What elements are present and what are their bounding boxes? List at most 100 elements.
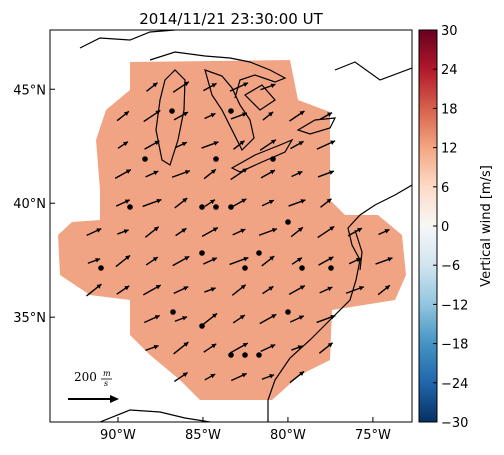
wind-arrowhead [330, 314, 336, 320]
wind-arrowhead [384, 285, 390, 290]
wind-arrowhead [270, 83, 276, 89]
wind-arrowhead [298, 315, 304, 320]
wind-arrowhead [210, 199, 215, 205]
wind-arrowhead [210, 169, 216, 174]
station-dot [199, 204, 205, 210]
wind-arrowhead [243, 82, 249, 87]
wind-arrowhead [299, 110, 305, 116]
wind-arrowhead [156, 198, 162, 204]
wind-arrowhead [240, 284, 246, 290]
wind-arrowhead [326, 198, 332, 204]
wind-arrowhead [181, 141, 187, 147]
colorbar-tick-label: −24 [441, 377, 468, 392]
colorbar-tick-label: −18 [441, 338, 468, 353]
colorbar-tick-label: 30 [441, 24, 458, 39]
colorbar-tick-label: −12 [441, 298, 468, 313]
map-title: 2014/11/21 23:30:00 UT [139, 10, 323, 28]
wind-arrowhead [152, 257, 158, 262]
wind-arrowhead [125, 255, 131, 261]
map-frame [49, 29, 413, 423]
station-dot [213, 204, 219, 210]
wind-arrowhead [241, 198, 247, 204]
wind-arrowhead [212, 313, 218, 319]
wind-arrowhead [297, 257, 302, 263]
station-dot [170, 309, 176, 315]
wind-field [58, 60, 406, 400]
station-dot [242, 352, 248, 358]
wind-arrowhead [155, 110, 161, 115]
wind-arrowhead [269, 170, 275, 175]
wind-arrowhead [153, 344, 159, 350]
wind-arrowhead [297, 227, 303, 232]
wind-arrowhead [240, 228, 246, 234]
wind-arrows [86, 81, 393, 384]
y-tick-label: 45°N [13, 83, 46, 98]
wind-arrowhead [125, 169, 131, 174]
wind-arrowhead [330, 140, 336, 145]
station-dot [228, 204, 234, 210]
colorbar-tick-label: −30 [441, 416, 468, 431]
wind-arrowhead [182, 198, 188, 203]
wind-arrowhead [124, 285, 130, 291]
wind-arrowhead [299, 285, 305, 290]
wind-arrowhead [328, 256, 334, 262]
station-dot [270, 156, 276, 162]
wind-arrowhead [327, 286, 333, 292]
wind-arrowhead [123, 111, 129, 116]
station-dots [98, 108, 334, 358]
wind-arrowhead [211, 257, 217, 262]
scale-unit-den: s [104, 379, 108, 388]
wind-arrowhead [184, 256, 190, 261]
station-dot [199, 250, 205, 256]
station-dot [228, 108, 234, 114]
wind-arrowhead [300, 199, 306, 204]
colorbar-tick-label: −6 [441, 259, 460, 274]
station-dot [213, 156, 219, 162]
wind-arrowhead [268, 111, 274, 117]
wind-arrowhead [182, 316, 188, 321]
colorbar-tick-label: 0 [441, 220, 449, 235]
wind-arrowhead [183, 286, 189, 291]
station-dot [285, 309, 291, 315]
wind-arrowhead [210, 287, 216, 292]
wind-arrowhead [242, 168, 248, 173]
wind-arrowhead [297, 345, 303, 350]
wind-arrowhead [270, 344, 276, 349]
x-tick-label: 75°W [355, 428, 391, 443]
station-dot [228, 352, 234, 358]
wind-arrowhead [154, 140, 160, 146]
wind-arrowhead [241, 373, 247, 378]
wind-arrowhead [298, 141, 304, 146]
wind-arrowhead [242, 112, 247, 117]
wind-arrowhead [384, 229, 390, 234]
wind-arrowhead [297, 171, 303, 176]
station-dot [285, 219, 291, 225]
wind-arrowhead [271, 314, 277, 319]
wind-arrowhead [299, 371, 305, 377]
wind-arrowhead [154, 315, 160, 320]
wind-arrowhead [242, 343, 248, 348]
scale-unit-num: m [103, 369, 111, 378]
wind-arrowhead [269, 256, 275, 261]
wind-arrowhead [123, 229, 129, 234]
wind-arrowhead [182, 112, 188, 117]
wind-arrowhead [210, 113, 216, 118]
colorbar-tick-label: 6 [441, 181, 449, 196]
y-tick-label: 40°N [13, 197, 46, 212]
colorbar-tick-label: 12 [441, 142, 458, 157]
wind-arrowhead [155, 285, 161, 290]
wind-arrowhead [327, 342, 333, 348]
scale-arrowhead [110, 395, 119, 403]
station-dot [299, 265, 305, 271]
station-dot [169, 108, 175, 114]
map-area [58, 30, 412, 422]
wind-arrowhead [271, 227, 277, 233]
wind-arrowhead [184, 169, 190, 175]
colorbar-tick-label: 18 [441, 102, 458, 117]
wind-arrowhead [210, 374, 216, 379]
wind-arrowhead [268, 286, 274, 291]
wind-arrowhead [124, 199, 130, 204]
wind-arrowhead [269, 374, 275, 379]
wind-arrowhead [96, 228, 102, 233]
station-dot [328, 265, 334, 271]
